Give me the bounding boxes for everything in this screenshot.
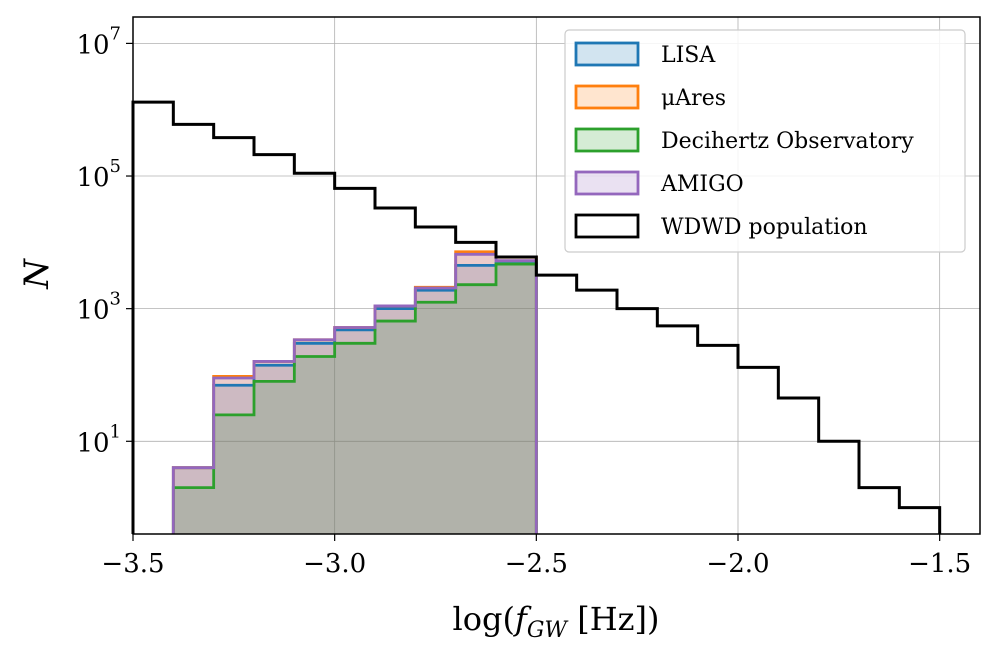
x-tick-label: −3.5 xyxy=(101,549,164,579)
series-wdwd-population xyxy=(131,100,942,534)
legend-label-decihertz-observatory: Decihertz Observatory xyxy=(661,129,914,154)
x-axis-label-log: log( xyxy=(453,600,515,638)
series-lisa xyxy=(171,262,538,534)
y-tick-label: 105 xyxy=(76,156,121,193)
legend-swatch-lisa xyxy=(574,41,640,67)
series-amigo xyxy=(171,252,538,534)
legend-swatch-decihertz-observatory xyxy=(574,127,640,153)
y-tick-exponent: 5 xyxy=(110,156,121,177)
x-tick-label: −1.5 xyxy=(908,549,971,579)
plot-frame xyxy=(132,16,981,535)
x-axis-label-sub: GW xyxy=(527,618,570,643)
histogram-outlines xyxy=(131,100,942,534)
series-decihertz-observatory xyxy=(171,262,538,534)
y-tick-base: 10 xyxy=(76,30,109,60)
legend-label-lisa: LISA xyxy=(661,43,716,68)
y-tick-exponent: 3 xyxy=(110,289,121,310)
legend-label-wdwd-population: WDWD population xyxy=(661,215,868,240)
legend-swatch-wdwd-population xyxy=(574,213,640,239)
y-tick-exponent: 1 xyxy=(110,421,121,442)
y-tick-label: 101 xyxy=(76,421,121,458)
fill-lisa xyxy=(173,263,537,534)
y-tick-label: 107 xyxy=(76,23,121,60)
y-axis-label: N xyxy=(17,258,57,290)
y-tick-exponent: 7 xyxy=(110,23,121,44)
y-tick-base: 10 xyxy=(76,428,109,458)
y-tick-base: 10 xyxy=(76,163,109,193)
legend: LISA μAres Decihertz Observatory AMIGO WDWD … xyxy=(564,29,966,253)
x-axis-label-unit: [Hz]) xyxy=(567,600,659,638)
legend-swatch-ares xyxy=(574,84,640,110)
x-tick-label: −3.0 xyxy=(303,549,366,579)
fill-amigo xyxy=(173,254,537,534)
histogram-fills xyxy=(173,251,537,535)
legend-box xyxy=(564,29,966,253)
fill-ares xyxy=(173,251,537,535)
x-tick-label: −2.0 xyxy=(706,549,769,579)
fill-decihertz-observatory xyxy=(173,264,537,534)
y-tick-base: 10 xyxy=(76,296,109,326)
x-tick-label: −2.5 xyxy=(505,549,568,579)
legend-label-ares: μAres xyxy=(661,86,726,111)
x-axis-ticks: −3.5 −3.0 −2.5 −2.0 −1.5 xyxy=(101,534,971,579)
legend-swatch-amigo xyxy=(574,170,640,196)
legend-label-amigo: AMIGO xyxy=(660,172,744,197)
y-tick-label: 103 xyxy=(76,289,121,326)
